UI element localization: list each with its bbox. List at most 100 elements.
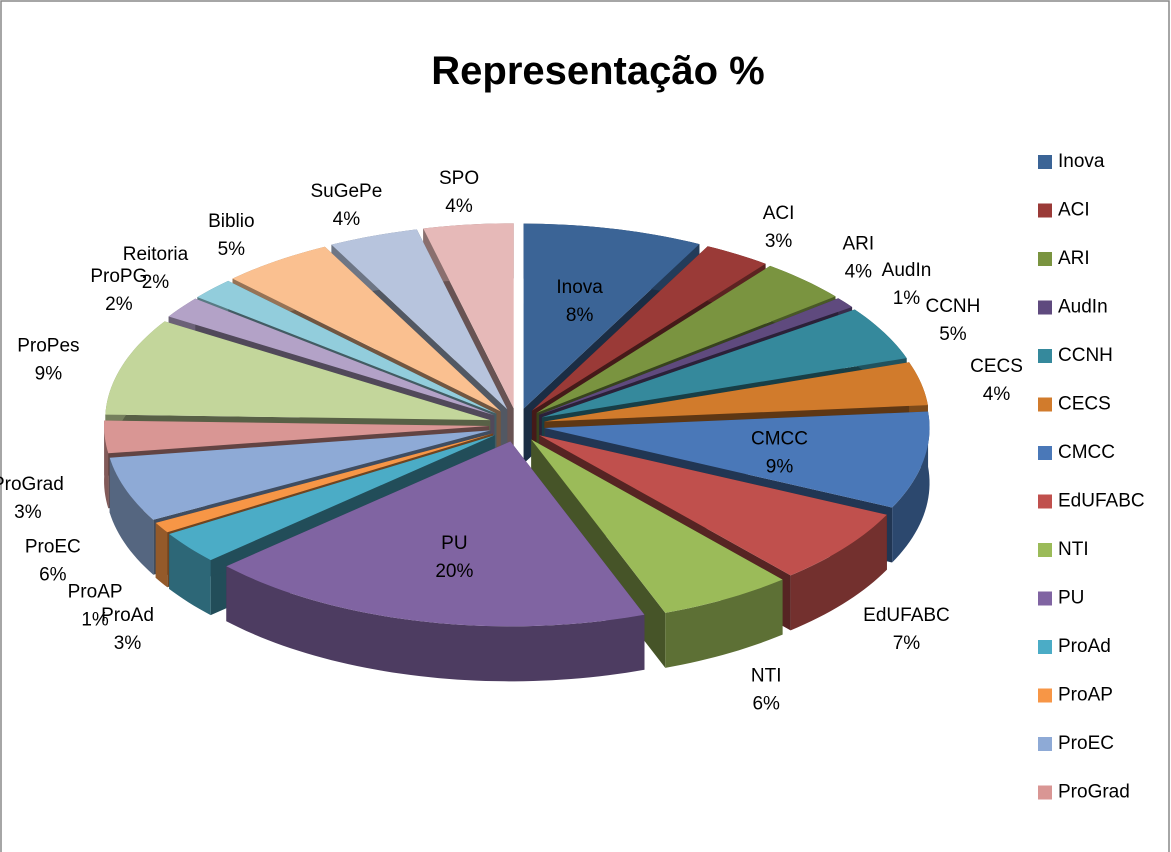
- legend-swatch: [1038, 349, 1052, 363]
- slice: [226, 441, 645, 627]
- legend-swatch: [1038, 494, 1052, 509]
- slice: [541, 309, 907, 418]
- slice-outer-wall: [790, 514, 887, 631]
- slice-value-label: 4%: [845, 262, 873, 283]
- legend-swatch: [1038, 155, 1052, 169]
- slice-value-label: 9%: [35, 363, 63, 384]
- slice: [423, 223, 514, 409]
- legend-label: ProAP: [1058, 685, 1113, 706]
- slice-label: CECS: [970, 356, 1023, 377]
- slice: [109, 430, 491, 520]
- slice-label: ProPG: [90, 266, 147, 287]
- slice-label: ProAP: [68, 581, 123, 602]
- legend-swatch: [1038, 737, 1052, 751]
- slice: [531, 246, 766, 411]
- legend-label: Inova: [1058, 151, 1105, 172]
- slice-outer-wall: [892, 411, 930, 563]
- slice-label: Biblio: [208, 211, 254, 232]
- legend-label: ProEC: [1058, 733, 1114, 754]
- slice-value-label: 4%: [333, 209, 361, 230]
- slice: [197, 280, 497, 414]
- slice-outer-wall: [104, 420, 109, 509]
- slice-label: ACI: [763, 203, 795, 224]
- slice-label: EdUFABC: [863, 605, 950, 626]
- slice: [331, 229, 508, 410]
- legend-swatch: [1038, 640, 1052, 654]
- slice: [169, 435, 495, 561]
- slice-value-label: 3%: [114, 633, 142, 654]
- slice-value-label: 2%: [142, 272, 170, 293]
- slice-value-label: 5%: [939, 324, 967, 345]
- slice-value-label: 4%: [983, 384, 1011, 405]
- slice-outer-wall: [226, 566, 645, 682]
- legend-label: AudIn: [1058, 297, 1108, 318]
- legend-label: PU: [1058, 588, 1084, 609]
- legend-swatch: [1038, 785, 1052, 800]
- slice-value-label: 6%: [39, 564, 67, 585]
- slice-label: CCNH: [925, 296, 980, 317]
- slice: [531, 439, 783, 613]
- pie-tops: [104, 223, 930, 627]
- slice-value-label: 2%: [105, 294, 133, 315]
- slice-outer-wall: [109, 457, 154, 575]
- slice-label: ProEC: [25, 536, 81, 557]
- slice-label: ProPes: [17, 335, 79, 356]
- legend-swatch: [1038, 543, 1052, 557]
- legend-swatch: [1038, 300, 1052, 315]
- legend-label: ACI: [1058, 200, 1090, 221]
- legend-label: CMCC: [1058, 442, 1115, 463]
- slice-outer-wall: [155, 522, 168, 588]
- slice: [539, 435, 887, 576]
- legend-label: ARI: [1058, 248, 1090, 269]
- slice-label: Inova: [556, 277, 603, 298]
- slice-label: ARI: [842, 234, 874, 255]
- slice-outer-wall: [665, 579, 783, 668]
- slice-value-label: 5%: [218, 239, 246, 260]
- slice-value-label: 3%: [14, 502, 42, 523]
- slice-outer-wall: [169, 533, 211, 616]
- legend-label: CECS: [1058, 394, 1111, 415]
- slice-label: PU: [441, 533, 467, 554]
- slice-label: Reitoria: [123, 244, 189, 265]
- legend-swatch: [1038, 446, 1052, 460]
- slice-label: NTI: [751, 666, 782, 687]
- slice-value-label: 7%: [893, 633, 921, 654]
- slice-value-label: 1%: [893, 288, 921, 309]
- slice: [168, 298, 495, 416]
- slice: [232, 246, 501, 412]
- slice: [536, 265, 836, 413]
- slice-value-label: 6%: [752, 694, 780, 715]
- slice-label: ProAd: [101, 605, 154, 626]
- slice-label: AudIn: [882, 260, 932, 281]
- slice-label: SuGePe: [310, 181, 382, 202]
- slice-value-label: 3%: [765, 231, 793, 252]
- slice: [539, 298, 853, 415]
- legend-label: ProGrad: [1058, 782, 1130, 803]
- legend-label: EdUFABC: [1058, 491, 1145, 512]
- slice-label: CMCC: [751, 428, 808, 449]
- slice-value-label: 8%: [566, 305, 594, 326]
- legend-swatch: [1038, 688, 1052, 703]
- slice: [104, 420, 490, 454]
- slice-label: ProGrad: [0, 474, 64, 495]
- slice-label: SPO: [439, 168, 479, 189]
- legend-swatch: [1038, 397, 1052, 412]
- slice-value-label: 1%: [81, 609, 109, 630]
- legend-label: ProAd: [1058, 636, 1111, 657]
- slice-value-label: 9%: [766, 456, 794, 477]
- slice: [544, 411, 930, 508]
- slice-value-label: 20%: [435, 561, 473, 582]
- slice: [105, 321, 491, 421]
- slice-wall: [169, 435, 495, 589]
- slice: [544, 362, 928, 422]
- chart-title: Representação %: [431, 49, 764, 93]
- slice: [155, 433, 493, 533]
- legend-swatch: [1038, 252, 1052, 266]
- legend-label: NTI: [1058, 539, 1089, 560]
- slice: [523, 223, 700, 409]
- legend-label: CCNH: [1058, 345, 1113, 366]
- slice-value-label: 4%: [445, 196, 473, 217]
